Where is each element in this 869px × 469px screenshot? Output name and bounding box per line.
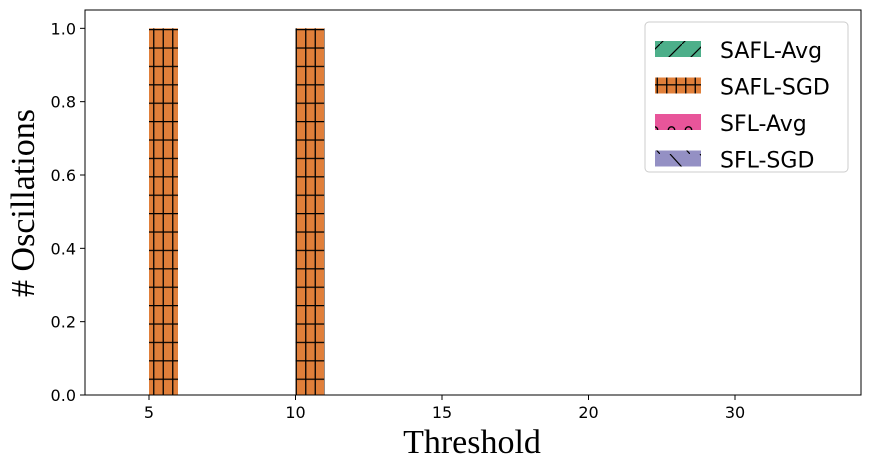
x-tick-label: 5 bbox=[144, 403, 154, 422]
bars-group bbox=[149, 28, 325, 395]
legend-box bbox=[644, 21, 849, 173]
axes-group: 0.0 0.2 0.4 0.6 0.8 1.0 5 10 15 20 30 bbox=[51, 9, 862, 422]
x-axis-title: Threshold bbox=[403, 424, 541, 461]
bar-safl-sgd-10 bbox=[295, 28, 325, 395]
legend-swatch-safl-avg bbox=[655, 41, 701, 57]
plot-frame bbox=[84, 9, 862, 396]
legend-swatch-sfl-sgd bbox=[655, 150, 701, 167]
x-tick-label: 20 bbox=[578, 403, 598, 422]
x-tick-label: 15 bbox=[432, 403, 452, 422]
x-tick-label: 30 bbox=[725, 403, 745, 422]
y-tick-label: 0.6 bbox=[51, 166, 76, 185]
x-tick-label: 10 bbox=[285, 403, 305, 422]
y-tick-label: 0.0 bbox=[51, 386, 76, 405]
legend-label-safl-avg: SAFL-Avg bbox=[720, 39, 822, 64]
legend-label-sfl-sgd: SFL-SGD bbox=[720, 149, 814, 174]
y-tick-label: 0.8 bbox=[51, 93, 76, 112]
legend-label-sfl-avg: SFL-Avg bbox=[720, 112, 807, 137]
legend: SAFL-Avg SAFL-SGD SFL-Avg SFL-SGD bbox=[644, 21, 849, 174]
bar-safl-sgd-5 bbox=[149, 28, 178, 395]
y-tick-label: 0.4 bbox=[51, 239, 76, 258]
legend-swatch-sfl-avg bbox=[655, 114, 701, 130]
y-tick-label: 0.2 bbox=[51, 313, 76, 332]
y-tick-label: 1.0 bbox=[51, 19, 76, 38]
legend-swatch-safl-sgd bbox=[655, 77, 701, 94]
y-axis-title: # Oscillations bbox=[5, 109, 42, 297]
legend-label-safl-sgd: SAFL-SGD bbox=[720, 76, 830, 101]
